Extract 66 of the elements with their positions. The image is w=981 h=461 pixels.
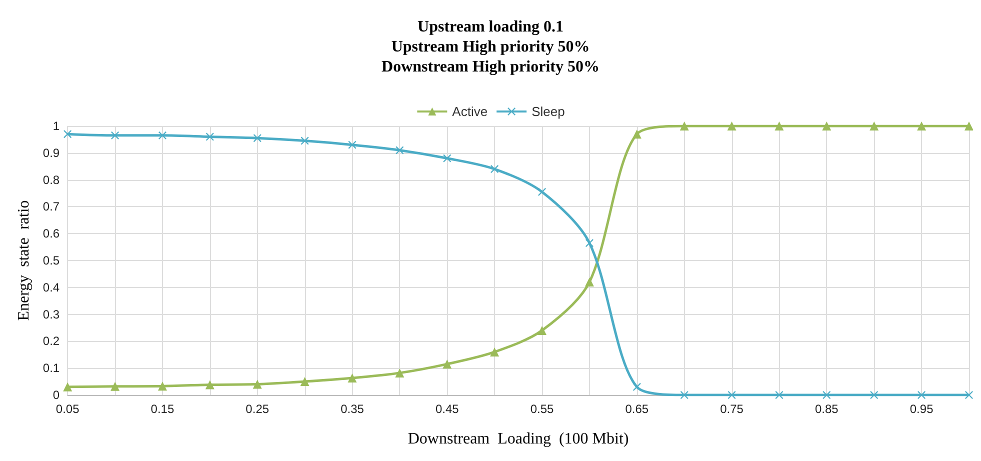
point [584, 278, 594, 287]
x-tick-label: 0.35 [340, 402, 364, 416]
point [632, 382, 641, 391]
point [110, 382, 120, 391]
point [443, 154, 452, 162]
point [300, 377, 310, 386]
y-tick-label: 0.1 [42, 361, 60, 376]
point [822, 391, 831, 399]
x-axis-title: Downstream Loading (100 Mbit) [408, 430, 629, 448]
point [64, 130, 72, 138]
point [253, 134, 262, 142]
x-tick-label: 0.45 [435, 402, 460, 416]
x-tick-label: 0.25 [246, 402, 270, 416]
point [918, 391, 926, 399]
legend-label: Sleep [532, 104, 565, 119]
y-tick-label: 1 [52, 119, 60, 133]
point [490, 165, 499, 174]
y-tick-label: 0.8 [42, 172, 60, 187]
point [964, 122, 973, 130]
x-tick-label: 0.85 [814, 402, 839, 416]
point [965, 391, 973, 399]
x-tick-label: 0.05 [56, 402, 80, 416]
x-tick-label: 0.55 [530, 402, 554, 416]
point [348, 140, 356, 149]
x-tick-label: 0.65 [625, 402, 649, 416]
point [538, 188, 546, 196]
point [300, 136, 309, 145]
point [585, 239, 594, 248]
point [205, 380, 214, 390]
y-tick-label: 0.5 [42, 254, 60, 268]
y-tick-label: 0.9 [42, 146, 60, 160]
y-tick-label: 0.2 [42, 334, 60, 348]
point [728, 391, 736, 399]
point [870, 391, 878, 399]
point [206, 132, 214, 141]
y-tick-label: 0 [52, 388, 60, 402]
point [396, 146, 404, 154]
point [680, 122, 689, 130]
x-tick-label: 0.95 [910, 402, 934, 416]
point [680, 391, 688, 399]
point [111, 131, 120, 140]
y-tick-label: 0.4 [42, 280, 60, 294]
y-tick-label: 0.3 [42, 307, 60, 322]
point [158, 131, 166, 140]
point [538, 326, 547, 335]
point [917, 122, 926, 130]
y-tick-label: 0.6 [42, 226, 60, 241]
y-axis-title: Energy state ratio [16, 200, 32, 321]
point [774, 122, 784, 130]
point [632, 130, 642, 139]
x-tick-label: 0.15 [150, 402, 174, 416]
point [348, 374, 357, 383]
point [252, 380, 262, 389]
x-tick-label: 0.75 [720, 402, 744, 416]
point [63, 382, 72, 392]
point [822, 122, 832, 130]
point [395, 368, 404, 378]
point [158, 382, 167, 391]
y-tick-label: 0.7 [42, 200, 60, 214]
point [490, 347, 500, 356]
point [442, 360, 452, 369]
point [870, 122, 879, 130]
point [775, 391, 784, 399]
chart-title: Upstream loading 0.1 Upstream High priority 50% Downstream High priority 50% [382, 18, 600, 76]
point [727, 122, 736, 130]
legend-label: Active [452, 104, 488, 119]
